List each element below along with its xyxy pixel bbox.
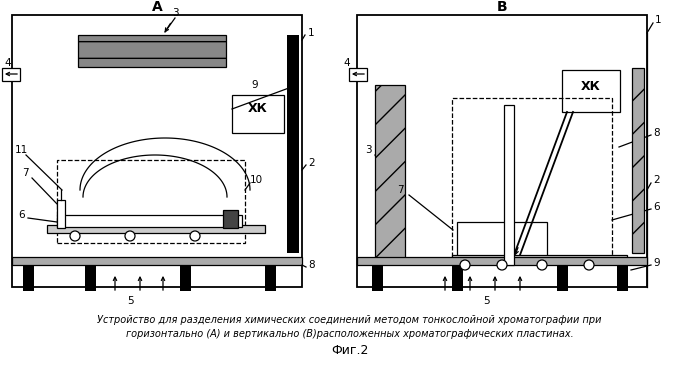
Circle shape xyxy=(125,231,135,241)
Text: 11: 11 xyxy=(15,145,28,155)
Bar xyxy=(617,265,628,291)
Bar xyxy=(78,35,226,67)
Bar xyxy=(357,15,647,287)
Circle shape xyxy=(70,231,80,241)
Text: ХК: ХК xyxy=(248,102,268,116)
Circle shape xyxy=(460,260,470,270)
Text: 6: 6 xyxy=(653,202,660,212)
Text: 7: 7 xyxy=(22,168,29,178)
Text: 1: 1 xyxy=(308,28,315,38)
Text: 5: 5 xyxy=(127,296,134,306)
Text: 10: 10 xyxy=(250,175,263,185)
Text: 2: 2 xyxy=(653,175,660,185)
Text: 2: 2 xyxy=(308,158,315,168)
Circle shape xyxy=(190,231,200,241)
Text: 8: 8 xyxy=(308,260,315,270)
Bar xyxy=(12,257,302,265)
Bar xyxy=(57,200,65,228)
Text: В: В xyxy=(497,0,507,14)
Bar xyxy=(349,68,367,81)
Text: 3: 3 xyxy=(365,145,372,155)
Bar xyxy=(452,265,463,291)
Bar xyxy=(457,222,547,264)
Text: 7: 7 xyxy=(397,185,403,195)
Text: 8: 8 xyxy=(653,128,660,138)
Text: 1: 1 xyxy=(655,15,662,25)
Bar xyxy=(452,98,612,260)
Bar xyxy=(12,15,302,287)
Bar xyxy=(23,265,34,291)
Text: Устройство для разделения химических соединений методом тонкослойной хроматограф: Устройство для разделения химических сое… xyxy=(97,315,602,325)
Bar xyxy=(375,85,405,260)
Bar xyxy=(357,257,647,265)
Text: 5: 5 xyxy=(484,296,490,306)
Bar xyxy=(47,225,265,233)
Text: 3: 3 xyxy=(172,8,178,18)
Bar xyxy=(57,160,245,243)
Bar xyxy=(232,95,284,133)
Text: 9: 9 xyxy=(653,258,660,268)
Circle shape xyxy=(497,260,507,270)
Circle shape xyxy=(584,260,594,270)
Bar xyxy=(632,68,644,253)
Bar xyxy=(180,265,191,291)
Bar xyxy=(557,265,568,291)
Bar xyxy=(2,68,20,81)
Text: горизонтально (А) и вертикально (В)расположенных хроматографических пластинах.: горизонтально (А) и вертикально (В)распо… xyxy=(126,329,573,339)
Text: 9: 9 xyxy=(252,80,259,90)
Bar xyxy=(287,35,299,253)
Text: А: А xyxy=(152,0,162,14)
Text: 6: 6 xyxy=(18,210,24,220)
Bar xyxy=(562,70,620,112)
Bar xyxy=(452,255,627,262)
Bar xyxy=(223,210,238,228)
Text: 4: 4 xyxy=(4,58,10,68)
Bar xyxy=(57,215,242,227)
Text: ХК: ХК xyxy=(581,80,601,92)
Bar xyxy=(504,105,514,265)
Circle shape xyxy=(537,260,547,270)
Bar xyxy=(265,265,276,291)
Text: Фиг.2: Фиг.2 xyxy=(331,343,368,357)
Bar xyxy=(372,265,383,291)
Bar xyxy=(85,265,96,291)
Text: 4: 4 xyxy=(343,58,350,68)
